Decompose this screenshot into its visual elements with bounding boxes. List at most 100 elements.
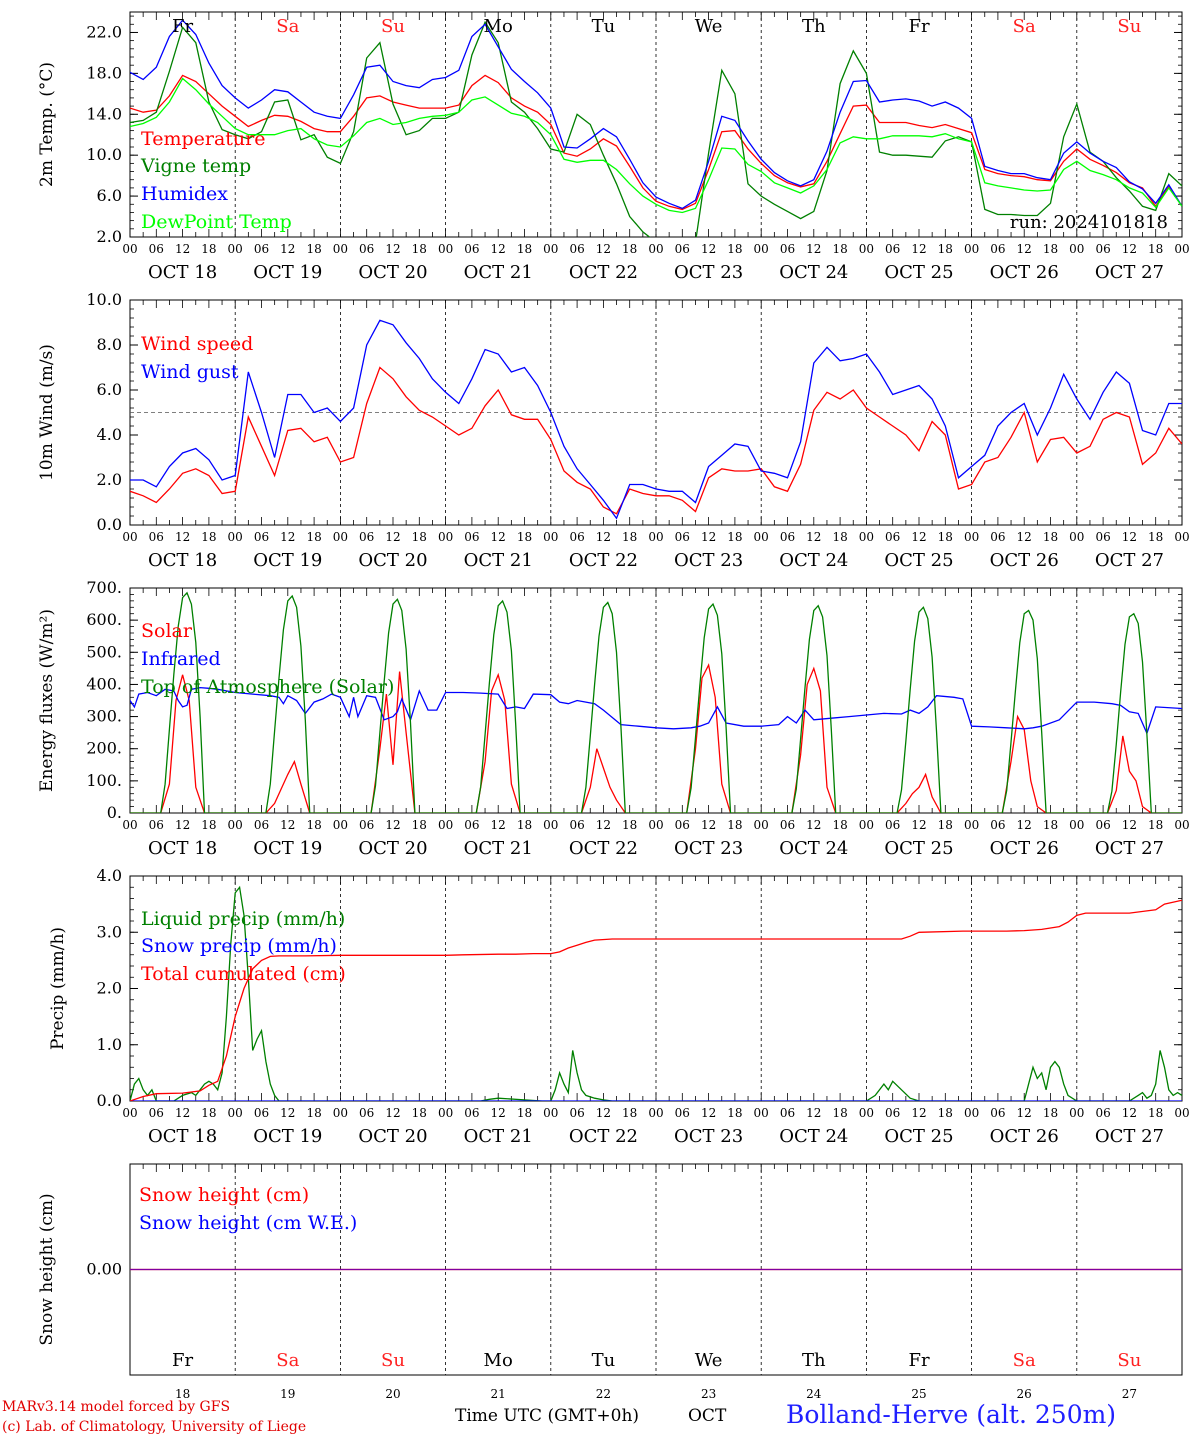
hour-tick-label: 12 (491, 242, 506, 256)
day-label: OCT 18 (148, 262, 217, 283)
day-label: OCT 26 (990, 550, 1059, 571)
y-tick-label: 2.0 (97, 979, 122, 998)
hour-tick-label: 18 (938, 1106, 953, 1120)
month-label: OCT (688, 1406, 727, 1426)
hour-tick-label: 18 (1148, 530, 1163, 544)
day-label: OCT 20 (358, 1126, 427, 1147)
weekday-label: Tu (592, 1350, 616, 1371)
hour-tick-label: 12 (701, 242, 716, 256)
day-label: OCT 19 (253, 838, 322, 859)
hour-tick-label: 18 (306, 530, 321, 544)
hour-tick-label: 12 (701, 818, 716, 832)
legend-entry: Snow height (cm W.E.) (139, 1212, 357, 1234)
hour-tick-label: 18 (727, 242, 742, 256)
hour-tick-label: 18 (412, 242, 427, 256)
hour-tick-label: 18 (622, 242, 637, 256)
hour-tick-label: 06 (569, 818, 584, 832)
hour-tick-label: 18 (412, 530, 427, 544)
day-label: OCT 27 (1095, 550, 1164, 571)
hour-tick-label: 12 (1017, 530, 1032, 544)
y-tick-label: 10.0 (86, 145, 122, 164)
hour-tick-label: 06 (990, 242, 1005, 256)
hour-tick-label: 06 (359, 242, 374, 256)
day-number: 21 (491, 1387, 506, 1401)
weekday-label: Th (802, 16, 826, 37)
series-line-temperature (130, 74, 1182, 211)
y-tick-label: 400. (86, 674, 122, 693)
hour-tick-label: 12 (175, 530, 190, 544)
hour-tick-label: 00 (1069, 818, 1084, 832)
hour-tick-label: 06 (675, 818, 690, 832)
hour-tick-label: 18 (727, 530, 742, 544)
hour-tick-label: 00 (1174, 818, 1189, 832)
hour-tick-label: 12 (175, 242, 190, 256)
day-label: OCT 18 (148, 838, 217, 859)
hour-tick-label: 12 (1017, 1106, 1032, 1120)
hour-tick-label: 18 (306, 1106, 321, 1120)
hour-tick-label: 06 (990, 818, 1005, 832)
hour-tick-label: 12 (175, 818, 190, 832)
hour-tick-label: 12 (280, 530, 295, 544)
hour-tick-label: 00 (438, 530, 453, 544)
hour-tick-label: 00 (964, 242, 979, 256)
panel-temp (129, 11, 1183, 238)
copyright: (c) Lab. of Climatology, University of L… (2, 1419, 307, 1435)
hour-tick-label: 06 (569, 242, 584, 256)
y-axis-title: 2m Temp. (°C) (37, 62, 57, 187)
panel-snow (129, 1163, 1183, 1376)
day-label: OCT 25 (884, 550, 953, 571)
hour-tick-label: 00 (228, 818, 243, 832)
hour-tick-label: 00 (122, 1106, 137, 1120)
hour-tick-label: 00 (1174, 1106, 1189, 1120)
hour-tick-label: 12 (806, 818, 821, 832)
weekday-label: Tu (592, 16, 616, 37)
day-number: 25 (911, 1387, 926, 1401)
time-axis-title: Time UTC (GMT+0h) (455, 1406, 640, 1426)
day-number: 23 (701, 1387, 716, 1401)
weekday-label: Sa (1013, 16, 1036, 37)
day-label: OCT 25 (884, 262, 953, 283)
y-tick-label: 18.0 (86, 63, 122, 82)
hour-tick-label: 18 (1043, 1106, 1058, 1120)
hour-tick-label: 00 (754, 530, 769, 544)
hour-tick-label: 18 (1148, 818, 1163, 832)
hour-tick-label: 12 (1017, 818, 1032, 832)
weekday-label: We (695, 1350, 723, 1371)
hour-tick-label: 12 (491, 1106, 506, 1120)
y-tick-label: 600. (86, 610, 122, 629)
weekday-label: Fr (172, 16, 193, 37)
hour-tick-label: 12 (385, 242, 400, 256)
hour-tick-label: 18 (1148, 242, 1163, 256)
hour-tick-label: 12 (701, 1106, 716, 1120)
y-tick-label: 2.0 (97, 227, 122, 246)
day-label: OCT 20 (358, 838, 427, 859)
y-tick-label: 4.0 (97, 425, 122, 444)
legend-entry: Solar (141, 620, 193, 642)
day-label: OCT 27 (1095, 838, 1164, 859)
hour-tick-label: 12 (911, 242, 926, 256)
weekday-label: Mo (484, 1350, 513, 1371)
hour-tick-label: 12 (1122, 818, 1137, 832)
day-label: OCT 18 (148, 550, 217, 571)
hour-tick-label: 12 (1122, 242, 1137, 256)
day-label: OCT 19 (253, 262, 322, 283)
hour-tick-label: 00 (1069, 1106, 1084, 1120)
hour-tick-label: 06 (464, 818, 479, 832)
hour-tick-label: 06 (254, 242, 269, 256)
hour-tick-label: 12 (491, 818, 506, 832)
y-tick-label: 4.0 (97, 866, 122, 885)
day-label: OCT 21 (464, 838, 533, 859)
weekday-label: Fr (172, 1350, 193, 1371)
y-tick-label: 1.0 (97, 1035, 122, 1054)
hour-tick-label: 06 (675, 1106, 690, 1120)
hour-tick-label: 00 (859, 242, 874, 256)
hour-tick-label: 18 (832, 530, 847, 544)
hour-tick-label: 18 (832, 242, 847, 256)
hour-tick-label: 12 (596, 530, 611, 544)
weekday-label: Su (1117, 16, 1141, 37)
hour-tick-label: 00 (228, 1106, 243, 1120)
day-label: OCT 27 (1095, 262, 1164, 283)
hour-tick-label: 06 (464, 1106, 479, 1120)
hour-tick-label: 12 (806, 242, 821, 256)
hour-tick-label: 06 (675, 530, 690, 544)
